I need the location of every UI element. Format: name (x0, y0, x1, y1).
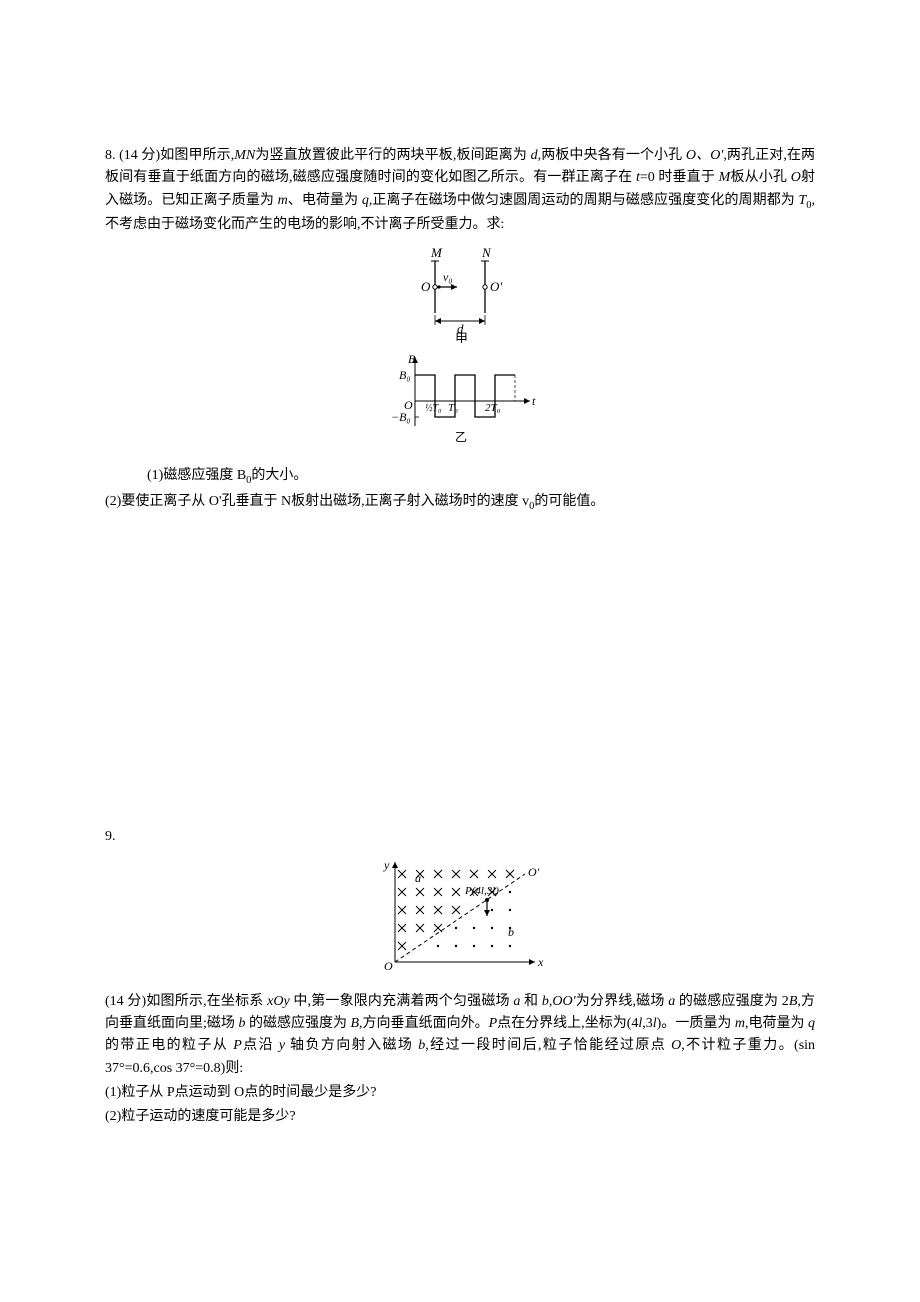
text: 点沿 (242, 1038, 279, 1053)
text: 如图所示,在坐标系 (146, 994, 267, 1009)
problem-9-sub1: (1)粒子从 P点运动到 O点的时间最少是多少? (105, 1082, 815, 1104)
text: ,电荷量为 (745, 1016, 808, 1031)
text: 为分界线,磁场 (576, 994, 669, 1009)
var-oo: O、O' (686, 148, 723, 163)
var-b: b (542, 994, 549, 1009)
text: 的带正电的粒子从 (105, 1038, 233, 1053)
text: ,两板中央各有一个小孔 (538, 148, 686, 163)
var-P: P (489, 1016, 498, 1031)
label-O: O (421, 279, 431, 294)
problem-points: (14 分) (105, 994, 146, 1009)
text: 孔垂直于 (221, 494, 281, 509)
problem-8-sub2: (2)要使正离子从 O'孔垂直于 N板射出磁场,正离子射入磁场时的速度 v0的可… (105, 491, 815, 516)
var-q: q (808, 1016, 815, 1031)
text: 的可能值。 (534, 494, 604, 509)
label-T0: T₀ (448, 402, 458, 414)
var-d: d (531, 148, 538, 163)
figure-9-svg: y x O O' a b (370, 854, 550, 972)
var-o: O (791, 170, 801, 185)
label-Oprime: O' (490, 279, 502, 294)
label-Oprime: O' (528, 865, 540, 879)
problem-9-label: 9. (105, 826, 815, 848)
caption-jia: 甲 (455, 331, 468, 343)
label-t: t (532, 394, 536, 408)
text: (1)粒子从 (105, 1085, 167, 1100)
var-m: m (735, 1016, 745, 1031)
text: 轴负方向射入磁场 (285, 1038, 418, 1053)
var-B: B (350, 1016, 359, 1031)
text: 如图甲所示, (160, 148, 234, 163)
var-q: q (362, 193, 369, 208)
label-a: a (415, 871, 421, 885)
text: 为竖直放置彼此平行的两块平板,板间距离为 (255, 148, 530, 163)
problem-9-text: (14 分)如图所示,在坐标系 xOy 中,第一象限内充满着两个匀强磁场 a 和… (105, 991, 815, 1081)
text: =0 时垂直于 (640, 170, 719, 185)
text: 点的时间最少是多少? (244, 1085, 376, 1100)
text: ,方向垂直纸面向外。 (359, 1016, 489, 1031)
text: 板从小孔 (730, 170, 790, 185)
var-B0: B (237, 468, 246, 483)
figure-8a-svg: M N O O' v₀ (385, 243, 535, 343)
var-N: N (281, 494, 291, 509)
problem-8-text: 8. (14 分)如图甲所示,MN为竖直放置彼此平行的两块平板,板间距离为 d,… (105, 145, 815, 237)
text: ,3 (642, 1016, 653, 1031)
text: 和 (520, 994, 542, 1009)
problem-9: 9. y x O O' (105, 826, 815, 1129)
var-m: m (278, 193, 288, 208)
label-P: P(4l,3l) (464, 885, 499, 897)
text: 的大小。 (251, 468, 307, 483)
problem-8-sub1: (1)磁感应强度 B0的大小。 (105, 465, 815, 490)
text: (2)要使正离子从 (105, 494, 209, 509)
label-negB0: −B₀ (391, 410, 411, 424)
label-O: O (384, 959, 393, 972)
var-ooprime: OO' (552, 994, 575, 1009)
problem-points: (14 分) (119, 148, 160, 163)
text: 中,第一象限内充满着两个匀强磁场 (290, 994, 514, 1009)
var-P: P (233, 1038, 242, 1053)
text: 的磁感应强度为 2 (675, 994, 789, 1009)
var-m-plate: M (719, 170, 731, 185)
text: )。一质量为 (657, 1016, 735, 1031)
text: 板射出磁场,正离子射入磁场时的速度 (291, 494, 522, 509)
var-xoy: xOy (267, 994, 290, 1009)
label-b: b (508, 925, 514, 939)
figure-9-container: y x O O' a b (105, 854, 815, 980)
text: (1)磁感应强度 (147, 468, 237, 483)
var-Oprime: O' (209, 494, 222, 509)
var-P: P (167, 1085, 175, 1100)
figure-8-container: M N O O' v₀ (105, 243, 815, 455)
label-y: y (383, 858, 390, 872)
var-O: O (234, 1085, 244, 1100)
figure-8b-svg: B t O B₀ −B₀ T₀ 2 (375, 351, 545, 446)
var-mn: MN (234, 148, 255, 163)
label-2T0: 2T₀ (485, 402, 501, 414)
problem-9-sub2: (2)粒子运动的速度可能是多少? (105, 1106, 815, 1128)
label-v0: v₀ (443, 270, 453, 284)
var-O: O (671, 1038, 681, 1053)
label-M: M (430, 245, 443, 260)
problem-8: 8. (14 分)如图甲所示,MN为竖直放置彼此平行的两块平板,板间距离为 d,… (105, 145, 815, 516)
label-halfT: ½T₀ (425, 403, 442, 414)
text: 点在分界线上,坐标为(4 (497, 1016, 638, 1031)
dots-region-b (437, 891, 511, 947)
problem-label: 8. (105, 148, 116, 163)
text: 点运动到 (175, 1085, 235, 1100)
label-B0: B₀ (399, 368, 411, 382)
text: ,正离子在磁场中做匀速圆周运动的周期与磁感应强度变化的周期都为 (369, 193, 799, 208)
label-N: N (481, 245, 492, 260)
text: ,经过一段时间后,粒子恰能经过原点 (425, 1038, 671, 1053)
text: 、电荷量为 (288, 193, 362, 208)
text: 的磁感应强度为 (245, 1016, 350, 1031)
caption-yi: 乙 (455, 430, 467, 444)
label-x: x (537, 955, 544, 969)
label-B: B (408, 352, 416, 366)
